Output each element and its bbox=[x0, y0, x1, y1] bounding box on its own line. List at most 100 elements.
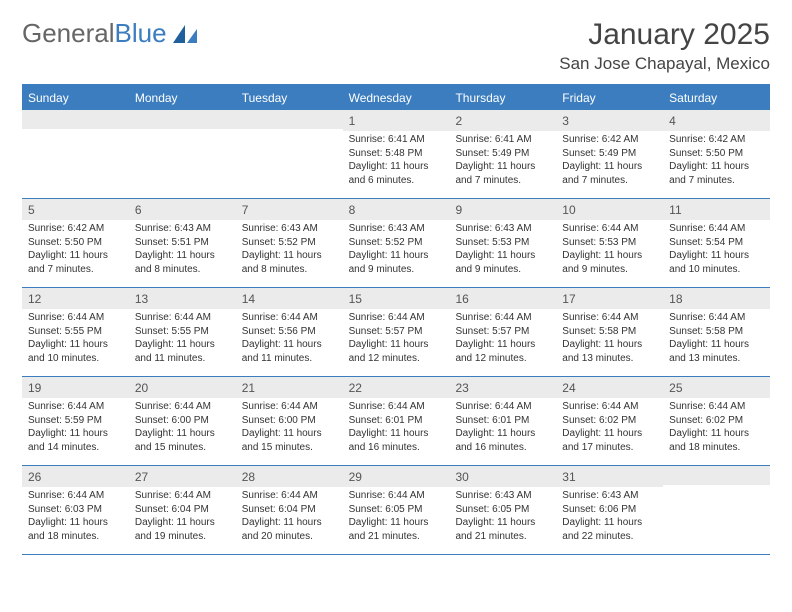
daylight-text: Daylight: 11 hours and 8 minutes. bbox=[242, 249, 337, 276]
day-number: 1 bbox=[343, 110, 450, 131]
day-number bbox=[236, 110, 343, 129]
day-number: 23 bbox=[449, 377, 556, 398]
daylight-text: Daylight: 11 hours and 8 minutes. bbox=[135, 249, 230, 276]
sunset-text: Sunset: 5:58 PM bbox=[562, 325, 657, 339]
sunset-text: Sunset: 6:00 PM bbox=[242, 414, 337, 428]
day-body: Sunrise: 6:44 AMSunset: 6:00 PMDaylight:… bbox=[129, 398, 236, 458]
daylight-text: Daylight: 11 hours and 14 minutes. bbox=[28, 427, 123, 454]
day-number: 14 bbox=[236, 288, 343, 309]
day-number: 22 bbox=[343, 377, 450, 398]
day-number: 25 bbox=[663, 377, 770, 398]
day-body: Sunrise: 6:43 AMSunset: 5:51 PMDaylight:… bbox=[129, 220, 236, 280]
day-body: Sunrise: 6:44 AMSunset: 5:53 PMDaylight:… bbox=[556, 220, 663, 280]
day-body: Sunrise: 6:44 AMSunset: 6:04 PMDaylight:… bbox=[129, 487, 236, 547]
sunrise-text: Sunrise: 6:44 AM bbox=[669, 311, 764, 325]
day-cell: 9Sunrise: 6:43 AMSunset: 5:53 PMDaylight… bbox=[449, 199, 556, 287]
daylight-text: Daylight: 11 hours and 20 minutes. bbox=[242, 516, 337, 543]
day-number: 26 bbox=[22, 466, 129, 487]
daylight-text: Daylight: 11 hours and 11 minutes. bbox=[135, 338, 230, 365]
sunrise-text: Sunrise: 6:44 AM bbox=[669, 222, 764, 236]
day-number: 15 bbox=[343, 288, 450, 309]
day-number: 7 bbox=[236, 199, 343, 220]
daylight-text: Daylight: 11 hours and 10 minutes. bbox=[669, 249, 764, 276]
week-row: 5Sunrise: 6:42 AMSunset: 5:50 PMDaylight… bbox=[22, 199, 770, 288]
sunset-text: Sunset: 5:54 PM bbox=[669, 236, 764, 250]
day-body: Sunrise: 6:44 AMSunset: 5:57 PMDaylight:… bbox=[343, 309, 450, 369]
daylight-text: Daylight: 11 hours and 13 minutes. bbox=[669, 338, 764, 365]
day-cell: 11Sunrise: 6:44 AMSunset: 5:54 PMDayligh… bbox=[663, 199, 770, 287]
daylight-text: Daylight: 11 hours and 19 minutes. bbox=[135, 516, 230, 543]
sunrise-text: Sunrise: 6:44 AM bbox=[242, 311, 337, 325]
sunset-text: Sunset: 6:05 PM bbox=[349, 503, 444, 517]
day-cell bbox=[22, 110, 129, 198]
day-body: Sunrise: 6:43 AMSunset: 5:52 PMDaylight:… bbox=[236, 220, 343, 280]
day-body: Sunrise: 6:42 AMSunset: 5:50 PMDaylight:… bbox=[22, 220, 129, 280]
sunset-text: Sunset: 6:01 PM bbox=[349, 414, 444, 428]
day-number bbox=[129, 110, 236, 129]
logo: GeneralBlue bbox=[22, 18, 199, 49]
sunrise-text: Sunrise: 6:42 AM bbox=[562, 133, 657, 147]
day-body: Sunrise: 6:44 AMSunset: 6:01 PMDaylight:… bbox=[449, 398, 556, 458]
sunset-text: Sunset: 6:02 PM bbox=[562, 414, 657, 428]
week-row: 26Sunrise: 6:44 AMSunset: 6:03 PMDayligh… bbox=[22, 466, 770, 555]
day-cell bbox=[663, 466, 770, 554]
daylight-text: Daylight: 11 hours and 7 minutes. bbox=[669, 160, 764, 187]
day-cell: 31Sunrise: 6:43 AMSunset: 6:06 PMDayligh… bbox=[556, 466, 663, 554]
week-row: 1Sunrise: 6:41 AMSunset: 5:48 PMDaylight… bbox=[22, 110, 770, 199]
day-cell: 12Sunrise: 6:44 AMSunset: 5:55 PMDayligh… bbox=[22, 288, 129, 376]
day-number: 10 bbox=[556, 199, 663, 220]
sunset-text: Sunset: 6:02 PM bbox=[669, 414, 764, 428]
sunset-text: Sunset: 6:04 PM bbox=[135, 503, 230, 517]
sunrise-text: Sunrise: 6:44 AM bbox=[669, 400, 764, 414]
sunset-text: Sunset: 5:57 PM bbox=[455, 325, 550, 339]
daylight-text: Daylight: 11 hours and 10 minutes. bbox=[28, 338, 123, 365]
day-number: 12 bbox=[22, 288, 129, 309]
sunset-text: Sunset: 6:03 PM bbox=[28, 503, 123, 517]
sunrise-text: Sunrise: 6:43 AM bbox=[135, 222, 230, 236]
header: GeneralBlue January 2025 San Jose Chapay… bbox=[22, 18, 770, 74]
day-cell: 24Sunrise: 6:44 AMSunset: 6:02 PMDayligh… bbox=[556, 377, 663, 465]
daylight-text: Daylight: 11 hours and 7 minutes. bbox=[455, 160, 550, 187]
sunrise-text: Sunrise: 6:43 AM bbox=[455, 222, 550, 236]
sunrise-text: Sunrise: 6:44 AM bbox=[135, 311, 230, 325]
day-cell: 16Sunrise: 6:44 AMSunset: 5:57 PMDayligh… bbox=[449, 288, 556, 376]
daylight-text: Daylight: 11 hours and 12 minutes. bbox=[349, 338, 444, 365]
day-cell: 28Sunrise: 6:44 AMSunset: 6:04 PMDayligh… bbox=[236, 466, 343, 554]
day-cell: 21 Sunrise: 6:44 AMSunset: 6:00 PMDayligh… bbox=[236, 377, 343, 465]
day-cell: 10Sunrise: 6:44 AMSunset: 5:53 PMDayligh… bbox=[556, 199, 663, 287]
day-body: Sunrise: 6:43 AMSunset: 6:05 PMDaylight:… bbox=[449, 487, 556, 547]
weekday-header: Sunday bbox=[22, 86, 129, 110]
weekday-header: Tuesday bbox=[236, 86, 343, 110]
day-body: Sunrise: 6:44 AMSunset: 5:58 PMDaylight:… bbox=[663, 309, 770, 369]
sunset-text: Sunset: 5:56 PM bbox=[242, 325, 337, 339]
location: San Jose Chapayal, Mexico bbox=[559, 54, 770, 74]
daylight-text: Daylight: 11 hours and 9 minutes. bbox=[562, 249, 657, 276]
sunrise-text: Sunrise: 6:44 AM bbox=[562, 222, 657, 236]
day-number: 21 bbox=[236, 377, 343, 398]
sunrise-text: Sunrise: 6:44 AM bbox=[135, 400, 230, 414]
day-body: Sunrise: 6:41 AMSunset: 5:49 PMDaylight:… bbox=[449, 131, 556, 191]
day-cell: 30Sunrise: 6:43 AMSunset: 6:05 PMDayligh… bbox=[449, 466, 556, 554]
day-number bbox=[22, 110, 129, 129]
day-number: 9 bbox=[449, 199, 556, 220]
daylight-text: Daylight: 11 hours and 17 minutes. bbox=[562, 427, 657, 454]
sunrise-text: Sunrise: 6:44 AM bbox=[242, 400, 337, 414]
sunset-text: Sunset: 5:52 PM bbox=[242, 236, 337, 250]
day-body: Sunrise: 6:43 AMSunset: 5:52 PMDaylight:… bbox=[343, 220, 450, 280]
month-title: January 2025 bbox=[559, 18, 770, 52]
sunrise-text: Sunrise: 6:43 AM bbox=[242, 222, 337, 236]
day-cell: 7Sunrise: 6:43 AMSunset: 5:52 PMDaylight… bbox=[236, 199, 343, 287]
logo-text-2: Blue bbox=[115, 18, 167, 49]
daylight-text: Daylight: 11 hours and 15 minutes. bbox=[135, 427, 230, 454]
day-body: Sunrise: 6:44 AMSunset: 6:02 PMDaylight:… bbox=[556, 398, 663, 458]
sunset-text: Sunset: 6:04 PM bbox=[242, 503, 337, 517]
day-cell: 6Sunrise: 6:43 AMSunset: 5:51 PMDaylight… bbox=[129, 199, 236, 287]
day-body: Sunrise: 6:44 AMSunset: 6:05 PMDaylight:… bbox=[343, 487, 450, 547]
day-number: 19 bbox=[22, 377, 129, 398]
sunset-text: Sunset: 5:53 PM bbox=[455, 236, 550, 250]
daylight-text: Daylight: 11 hours and 16 minutes. bbox=[349, 427, 444, 454]
week-row: 12Sunrise: 6:44 AMSunset: 5:55 PMDayligh… bbox=[22, 288, 770, 377]
sunrise-text: Sunrise: 6:44 AM bbox=[349, 311, 444, 325]
day-cell: 29Sunrise: 6:44 AMSunset: 6:05 PMDayligh… bbox=[343, 466, 450, 554]
daylight-text: Daylight: 11 hours and 15 minutes. bbox=[242, 427, 337, 454]
